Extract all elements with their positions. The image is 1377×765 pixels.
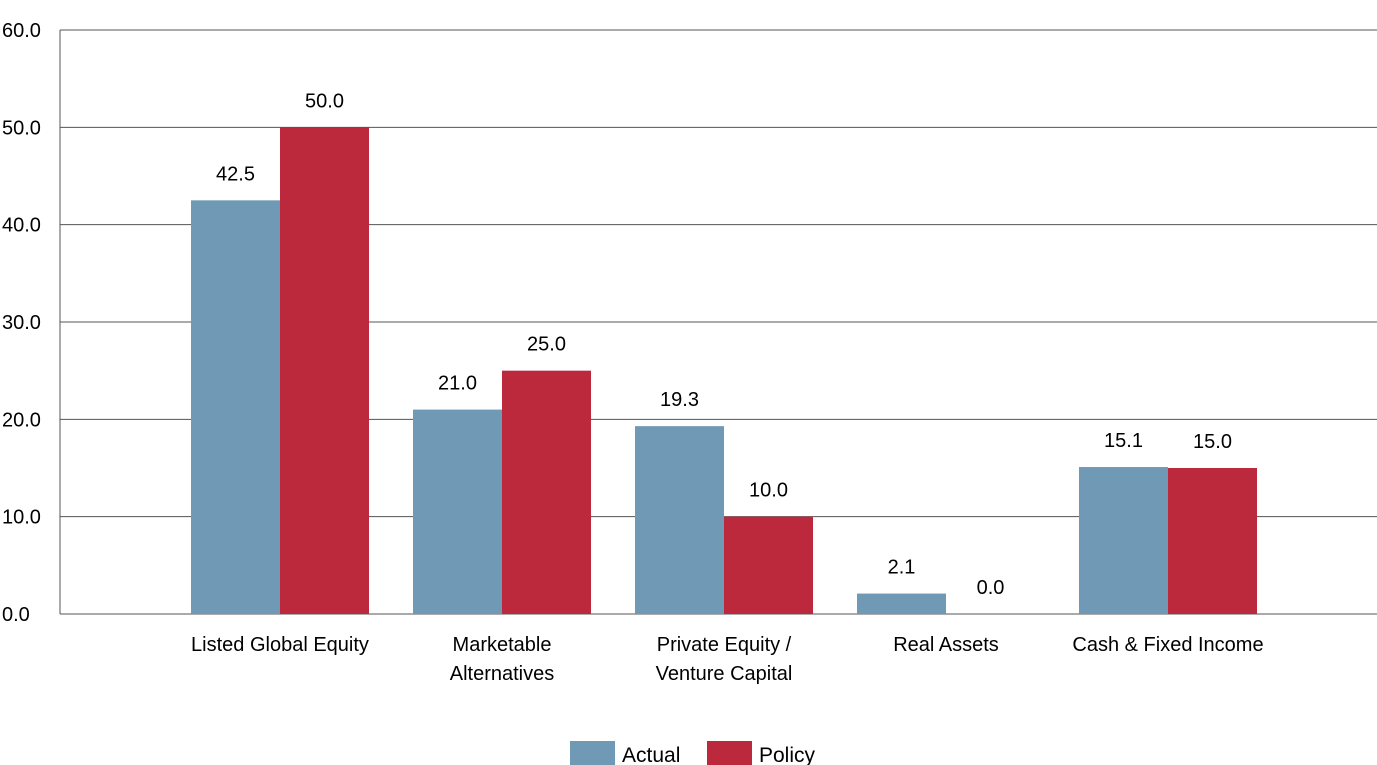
x-category-label-line: Real Assets [893,634,999,656]
data-label: 21.0 [438,373,477,395]
data-label: 50.0 [305,90,344,112]
x-category-label: Listed Global Equity [191,634,369,656]
bar-policy [724,516,813,614]
y-tick-label: 40.0 [2,215,41,237]
y-tick-label: 30.0 [2,312,41,334]
y-tick-label: 10.0 [2,507,41,529]
bar-policy [1168,468,1257,614]
bar-actual [413,409,502,614]
x-category-label-line: Alternatives [450,663,555,685]
data-labels: 42.5 21.0 19.3 2.1 15.1 50.0 25.0 10.0 0.0 15.0 [216,90,1232,599]
bar-policy [502,370,591,614]
x-category-label: Marketable Alternatives [450,634,555,685]
x-category-label-line: Marketable [453,634,552,656]
y-tick-label: 0.0 [2,604,30,626]
data-label: 19.3 [660,389,699,411]
legend-swatch-policy [707,741,752,765]
bar-policy [280,127,369,614]
data-label: 2.1 [888,557,916,579]
data-label: 0.0 [977,577,1005,599]
x-category-label-line: Venture Capital [656,663,793,685]
data-label: 25.0 [527,334,566,356]
y-tick-label: 50.0 [2,117,41,139]
bar-actual [857,593,946,614]
data-label: 15.1 [1104,430,1143,452]
x-category-label-line: Listed Global Equity [191,634,369,656]
legend: Actual Policy [570,741,816,765]
x-category-label-line: Cash & Fixed Income [1072,634,1263,656]
bars [191,127,1257,615]
bar-actual [191,200,280,615]
x-category-label: Real Assets [893,634,999,656]
data-label: 15.0 [1193,431,1232,453]
x-category-label: Cash & Fixed Income [1072,634,1263,656]
legend-swatch-actual [570,741,615,765]
bar-actual [1079,467,1168,614]
legend-label-actual: Actual [622,744,680,765]
legend-label-policy: Policy [759,744,816,765]
x-category-label-line: Private Equity / [657,634,792,656]
bar-actual [635,426,724,614]
y-tick-label: 60.0 [2,20,41,42]
data-label: 10.0 [749,480,788,502]
x-axis: Listed Global Equity Marketable Alternativ… [191,634,1264,685]
y-axis: 0.0 10.0 20.0 30.0 40.0 50.0 60.0 [2,20,61,626]
x-category-label: Private Equity / Venture Capital [656,634,793,685]
data-label: 42.5 [216,163,255,185]
y-tick-label: 20.0 [2,409,41,431]
